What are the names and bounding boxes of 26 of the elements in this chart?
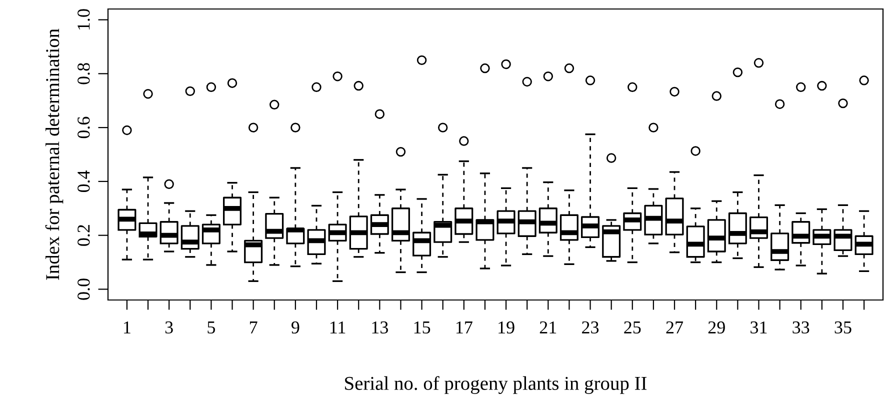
- x-tick-label: 5: [208, 322, 215, 334]
- x-tick-label: 27: [666, 321, 684, 334]
- x-tick-label: 29: [708, 321, 725, 334]
- y-tick-label: 0.4: [78, 170, 90, 192]
- x-tick-label: 3: [165, 321, 173, 334]
- x-tick-label: 23: [582, 321, 599, 334]
- x-tick-label: 17: [456, 321, 472, 334]
- x-tick-label: 11: [330, 321, 346, 334]
- x-tick-label: 35: [834, 321, 852, 334]
- x-tick-label: 9: [292, 321, 300, 334]
- y-axis-title: Index for paternal determination: [45, 28, 64, 280]
- x-tick-label: 21: [540, 321, 556, 334]
- x-axis-title: Serial no. of progeny plants in group II: [345, 376, 647, 394]
- x-tick-label: 13: [372, 321, 388, 334]
- y-tick-label: 0.0: [78, 278, 90, 300]
- x-tick-label: 19: [498, 321, 514, 334]
- y-tick-label: 0.6: [78, 116, 90, 138]
- x-tick-label: 15: [414, 321, 430, 334]
- x-tick-label: 7: [250, 322, 258, 334]
- x-tick-label: 31: [750, 321, 767, 334]
- x-tick-label: 1: [124, 321, 130, 334]
- x-tick-label: 33: [792, 321, 810, 334]
- x-tick-label: 25: [624, 321, 641, 334]
- y-tick-label: 0.2: [78, 225, 90, 246]
- y-tick-label: 0.8: [78, 63, 90, 84]
- y-tick-label: 1.0: [78, 9, 90, 30]
